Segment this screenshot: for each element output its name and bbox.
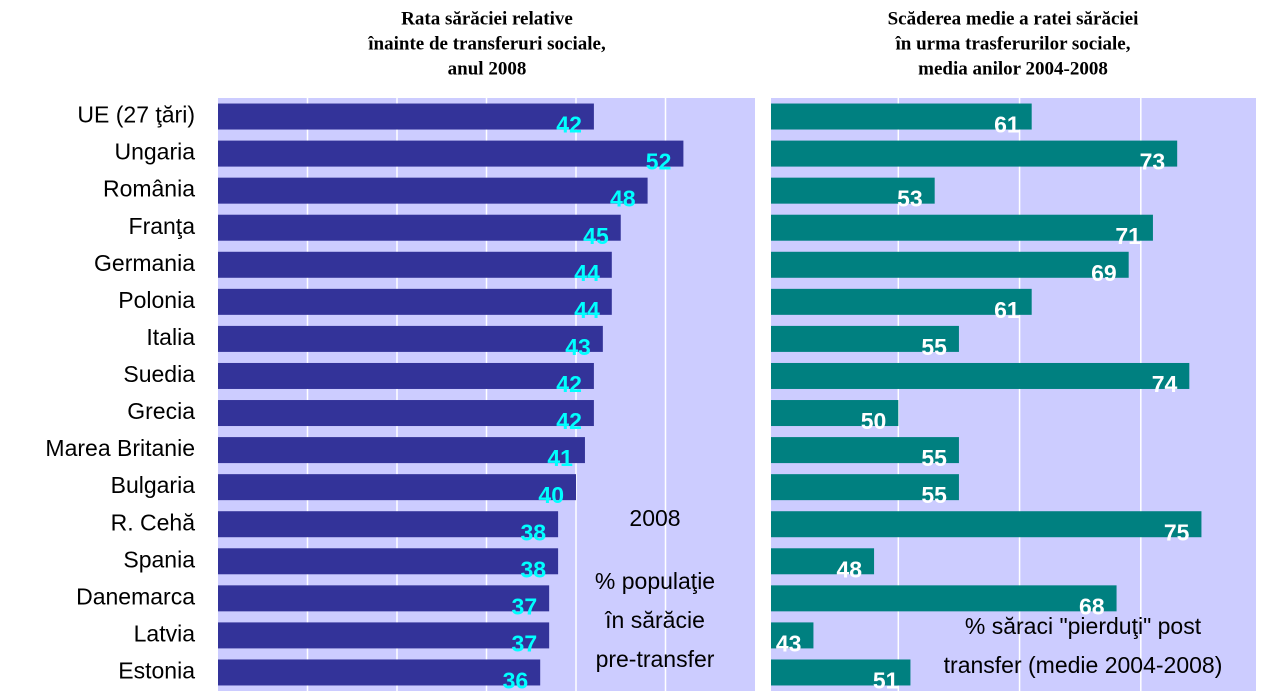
y-tick-label: Grecia — [127, 398, 195, 424]
data-label: 41 — [547, 445, 573, 471]
bar — [218, 622, 550, 649]
y-tick-label: Marea Britanie — [45, 435, 195, 461]
data-label: 38 — [521, 519, 547, 545]
bar — [218, 325, 603, 352]
annotation: pre-transfer — [596, 646, 715, 672]
chart-title: înainte de transferuri sociale, — [367, 33, 606, 54]
bar — [218, 659, 541, 686]
bar — [218, 474, 576, 501]
data-label: 55 — [921, 445, 947, 471]
bar — [771, 659, 911, 686]
y-tick-label: Polonia — [118, 287, 195, 313]
data-label: 38 — [521, 556, 547, 582]
data-label: 37 — [512, 630, 538, 656]
y-tick-label: Germania — [94, 250, 195, 276]
data-label: 55 — [921, 334, 947, 360]
data-label: 50 — [861, 408, 887, 434]
data-label: 44 — [574, 297, 600, 323]
y-tick-label: Estonia — [118, 658, 195, 684]
y-tick-label: Latvia — [134, 620, 196, 646]
chart-title: Rata sărăciei relative — [401, 8, 573, 29]
data-label: 61 — [994, 297, 1020, 323]
annotation: transfer (medie 2004-2008) — [944, 652, 1223, 678]
data-label: 61 — [994, 112, 1020, 138]
data-label: 48 — [836, 556, 862, 582]
data-label: 42 — [556, 112, 582, 138]
y-tick-label: Italia — [146, 324, 195, 350]
bar — [771, 214, 1153, 241]
y-tick-label: R. Cehă — [111, 509, 196, 535]
y-tick-label: România — [103, 176, 195, 202]
bar — [218, 362, 594, 389]
bar — [771, 400, 899, 427]
bar — [771, 140, 1178, 167]
bar — [218, 585, 550, 612]
bar — [218, 177, 648, 204]
bar — [771, 511, 1202, 538]
bar — [218, 400, 594, 427]
y-tick-label: Bulgaria — [111, 472, 196, 498]
bar — [771, 288, 1032, 315]
data-label: 74 — [1152, 371, 1178, 397]
data-label: 42 — [556, 408, 582, 434]
data-label: 40 — [538, 482, 564, 508]
bar — [771, 585, 1117, 612]
bar — [218, 511, 559, 538]
data-label: 51 — [873, 668, 899, 691]
data-label: 45 — [583, 223, 609, 249]
bar — [771, 251, 1129, 278]
y-tick-label: Suedia — [123, 361, 195, 387]
bar — [218, 214, 621, 241]
bar — [218, 288, 612, 315]
data-label: 55 — [921, 482, 947, 508]
bar — [771, 548, 875, 575]
data-label: 48 — [610, 186, 636, 212]
y-tick-label: Franţa — [129, 213, 196, 239]
bar — [771, 622, 814, 649]
bar — [771, 474, 959, 501]
data-label: 43 — [565, 334, 591, 360]
data-label: 44 — [574, 260, 600, 286]
bar — [771, 362, 1190, 389]
data-label: 69 — [1091, 260, 1117, 286]
annotation: % săraci "pierduţi" post — [965, 613, 1202, 639]
data-label: 71 — [1115, 223, 1141, 249]
data-label: 73 — [1140, 149, 1166, 175]
chart-title: anul 2008 — [448, 58, 527, 79]
annotation: % populaţie — [595, 568, 715, 594]
bar — [218, 103, 594, 130]
annotation: în sărăcie — [604, 607, 705, 633]
data-label: 53 — [897, 186, 923, 212]
data-label: 43 — [776, 630, 802, 656]
bar — [218, 548, 559, 575]
data-label: 75 — [1164, 519, 1190, 545]
bar — [771, 437, 959, 464]
bar — [218, 251, 612, 278]
bar — [771, 103, 1032, 130]
data-label: 36 — [503, 668, 529, 691]
data-label: 68 — [1079, 593, 1105, 619]
chart-title: în urma trasferurilor sociale, — [895, 33, 1131, 54]
bar — [218, 437, 585, 464]
bar — [771, 325, 959, 352]
bar — [218, 140, 684, 167]
chart-title: Scăderea medie a ratei sărăciei — [888, 8, 1139, 29]
annotation: 2008 — [629, 505, 680, 531]
bar — [771, 177, 935, 204]
data-label: 42 — [556, 371, 582, 397]
data-label: 37 — [512, 593, 538, 619]
y-tick-label: UE (27 ţări) — [77, 102, 195, 128]
data-label: 52 — [646, 149, 672, 175]
y-tick-label: Ungaria — [114, 139, 195, 165]
y-tick-label: Spania — [123, 546, 195, 572]
chart-title: media anilor 2004-2008 — [918, 58, 1108, 79]
y-tick-label: Danemarca — [76, 583, 195, 609]
